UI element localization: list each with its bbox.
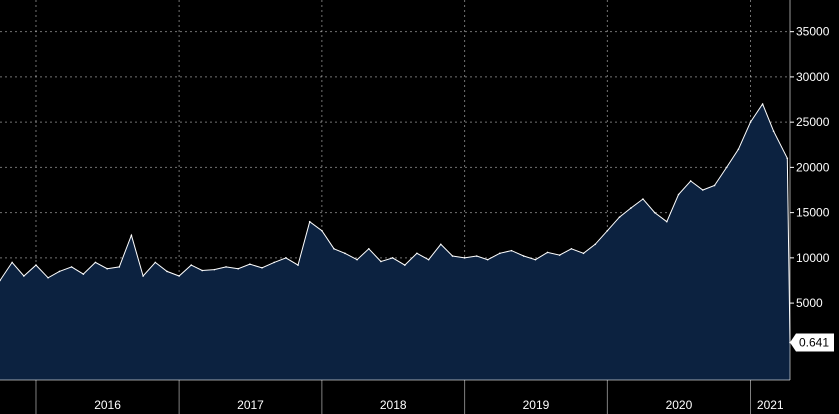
data-point <box>106 267 108 270</box>
y-tick-label: 5000 <box>796 296 823 310</box>
data-point <box>451 255 454 257</box>
data-point <box>475 255 478 257</box>
data-area <box>0 104 790 380</box>
data-point <box>749 121 752 123</box>
data-point <box>403 264 406 266</box>
x-tick-label: 2021 <box>757 398 784 412</box>
data-point <box>70 266 73 268</box>
data-point <box>178 275 180 277</box>
data-point <box>58 270 61 273</box>
data-point <box>0 279 1 282</box>
data-point <box>772 130 775 132</box>
y-tick-label: 35000 <box>796 25 830 39</box>
x-axis: 2016 2017 2018 2019 2020 2021 <box>0 379 790 414</box>
y-tick-label: 25000 <box>796 115 830 129</box>
data-point <box>582 252 585 255</box>
data-point <box>273 261 275 264</box>
data-point <box>213 268 216 271</box>
data-point <box>166 270 168 273</box>
data-point <box>618 216 621 218</box>
data-point <box>789 341 791 344</box>
data-point <box>439 243 442 246</box>
data-point <box>427 258 430 261</box>
x-tick-label: 2018 <box>380 398 407 412</box>
data-point <box>546 251 549 254</box>
data-point <box>308 220 311 223</box>
y-tick-label: 10000 <box>796 251 830 265</box>
data-point <box>367 248 370 250</box>
data-point <box>285 257 287 259</box>
data-point <box>321 229 323 232</box>
data-point <box>201 269 203 272</box>
y-tick-label: 20000 <box>796 160 830 174</box>
last-value-label: 0.641 <box>799 336 829 350</box>
data-point <box>344 252 346 255</box>
x-tick-label: 2019 <box>523 398 550 412</box>
y-tick-label: 15000 <box>796 206 830 220</box>
data-points <box>0 103 791 344</box>
data-point <box>11 261 13 264</box>
last-value-marker: 0.641 <box>790 333 834 352</box>
data-point <box>522 255 525 257</box>
data-point <box>297 264 299 266</box>
data-point <box>499 252 501 255</box>
data-point <box>154 261 157 264</box>
data-point <box>786 157 789 160</box>
x-tick-label: 2017 <box>237 398 264 412</box>
data-point <box>510 249 513 252</box>
data-point <box>23 275 25 277</box>
data-point <box>689 180 692 182</box>
data-point <box>630 207 632 209</box>
data-point <box>701 189 704 191</box>
x-tick-label: 2020 <box>666 398 693 412</box>
data-point <box>416 252 418 255</box>
data-point <box>642 198 644 200</box>
data-point <box>35 264 37 266</box>
data-point <box>356 258 358 261</box>
y-tick-label: 30000 <box>796 70 830 84</box>
data-point <box>666 220 668 223</box>
data-point <box>606 229 609 232</box>
data-point <box>391 257 394 259</box>
data-point <box>94 261 97 264</box>
x-tick-label: 2016 <box>94 398 121 412</box>
data-point <box>677 193 680 196</box>
data-point <box>82 273 85 275</box>
data-point <box>380 260 382 263</box>
data-point <box>486 258 489 261</box>
data-point <box>534 258 537 261</box>
data-point <box>333 248 335 250</box>
data-point <box>237 267 239 270</box>
data-point <box>594 243 597 246</box>
data-point <box>47 276 49 279</box>
data-point <box>725 166 728 169</box>
data-point <box>761 103 764 105</box>
data-point <box>225 266 227 268</box>
data-point <box>249 263 251 265</box>
data-point <box>118 266 121 268</box>
data-point <box>261 267 263 269</box>
data-point <box>130 234 133 237</box>
data-point <box>142 275 144 277</box>
data-point <box>737 148 740 151</box>
data-point <box>713 184 716 187</box>
data-line <box>0 102 791 343</box>
y-axis: 5000 10000 15000 20000 25000 30000 35000 <box>789 0 830 380</box>
last-value-box <box>790 333 834 352</box>
data-point <box>190 264 193 266</box>
data-point <box>653 211 656 214</box>
data-point <box>463 257 466 259</box>
data-point <box>558 254 561 256</box>
data-point <box>570 248 573 250</box>
